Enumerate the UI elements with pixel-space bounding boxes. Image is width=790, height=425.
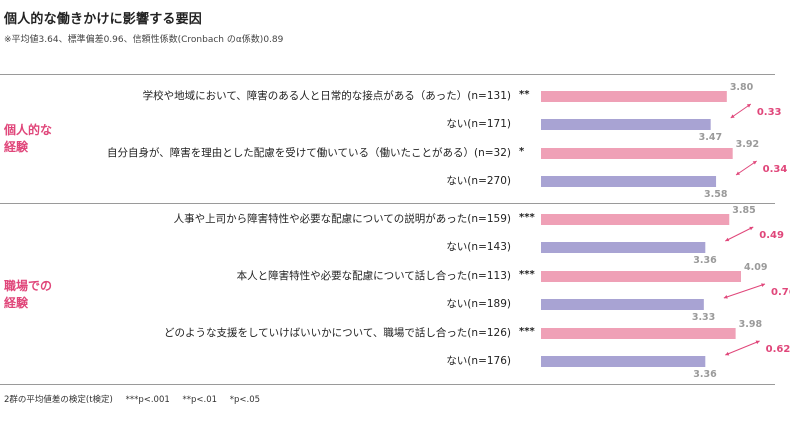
bar-value-label: 3.98 bbox=[739, 319, 763, 330]
difference-arrow bbox=[725, 340, 760, 356]
bar-yes bbox=[541, 91, 727, 102]
significance-mark: *** bbox=[519, 212, 535, 223]
bar-value-label: 3.36 bbox=[693, 255, 717, 266]
difference-arrow bbox=[723, 283, 766, 299]
page-title: 個人的な働きかけに影響する要因 bbox=[4, 12, 203, 27]
difference-label: 0.34 bbox=[763, 164, 788, 175]
significance-mark: *** bbox=[519, 326, 535, 337]
arrowhead-down bbox=[725, 351, 730, 356]
bar-value-label: 3.33 bbox=[692, 312, 715, 323]
difference-arrow bbox=[730, 103, 752, 119]
bar-value-label: 3.58 bbox=[704, 189, 728, 200]
footnote: 2群の平均値差の検定(t検定) ***p<.001 **p<.01 *p<.05 bbox=[4, 393, 270, 405]
significance-mark: * bbox=[519, 146, 525, 157]
arrowhead-up bbox=[761, 283, 765, 287]
significance-mark: ** bbox=[519, 89, 530, 100]
row-label: 本人と障害特性や必要な配慮について話し合った(n=113) bbox=[236, 270, 511, 282]
arrowhead-down bbox=[723, 295, 728, 299]
bar-yes bbox=[541, 328, 736, 339]
divider-middle bbox=[0, 203, 775, 204]
bar-no bbox=[541, 119, 711, 130]
footnote-test: 2群の平均値差の検定(t検定) bbox=[4, 395, 113, 405]
bar-value-label: 3.47 bbox=[699, 132, 722, 143]
footnote-sig3: ***p<.001 bbox=[125, 395, 170, 405]
row-label: 自分自身が、障害を理由とした配慮を受けて働いている（働いたことがある）(n=32… bbox=[107, 147, 511, 159]
arrowhead-up bbox=[749, 226, 754, 231]
subtitle: ※平均値3.64、標準偏差0.96、信頼性係数(Cronbach のα係数)0.… bbox=[4, 35, 284, 45]
row-label: ない(n=143) bbox=[446, 241, 511, 253]
arrowhead-down bbox=[730, 114, 735, 118]
bar-no bbox=[541, 242, 706, 253]
row-label: 学校や地域において、障害のある人と日常的な接点がある（あった）(n=131) bbox=[142, 90, 511, 102]
row-label: 人事や上司から障害特性や必要な配慮についての説明があった(n=159) bbox=[173, 213, 511, 225]
row-label: どのような支援をしていけばいいかについて、職場で話し合った(n=126) bbox=[163, 327, 511, 339]
row-label: ない(n=270) bbox=[446, 175, 511, 187]
arrowhead-up bbox=[752, 161, 757, 165]
group-label-personal: 個人的な経験 bbox=[4, 123, 53, 154]
footnote-sig1: *p<.05 bbox=[229, 395, 261, 405]
significance-mark: *** bbox=[519, 269, 535, 280]
group-label-workplace: 職場での経験 bbox=[4, 279, 53, 310]
divider-top bbox=[0, 74, 775, 75]
bar-value-label: 3.92 bbox=[736, 139, 759, 150]
difference-label: 0.33 bbox=[757, 107, 782, 118]
bar-no bbox=[541, 176, 717, 187]
row-label: ない(n=189) bbox=[446, 298, 511, 310]
divider-bottom bbox=[0, 384, 775, 385]
bar-value-label: 3.80 bbox=[730, 82, 754, 93]
arrowhead-up bbox=[746, 104, 751, 108]
bar-value-label: 3.36 bbox=[693, 369, 717, 380]
bar-yes bbox=[541, 214, 730, 225]
bar-yes bbox=[541, 271, 741, 282]
bar-yes bbox=[541, 148, 733, 159]
difference-label: 0.62 bbox=[766, 344, 790, 355]
bar-value-label: 3.85 bbox=[732, 205, 755, 216]
arrowhead-down bbox=[725, 237, 730, 242]
arrowhead-up bbox=[755, 340, 760, 345]
bar-value-label: 4.09 bbox=[744, 262, 767, 273]
bar-no bbox=[541, 299, 704, 310]
footnote-sig2: **p<.01 bbox=[182, 395, 218, 405]
row-label: ない(n=171) bbox=[446, 118, 511, 130]
difference-label: 0.76 bbox=[771, 287, 790, 298]
bar-no bbox=[541, 356, 706, 367]
difference-label: 0.49 bbox=[759, 230, 784, 241]
row-label: ない(n=176) bbox=[446, 355, 511, 367]
arrowhead-down bbox=[736, 171, 741, 175]
difference-arrow bbox=[735, 160, 757, 176]
difference-arrow bbox=[725, 226, 754, 242]
